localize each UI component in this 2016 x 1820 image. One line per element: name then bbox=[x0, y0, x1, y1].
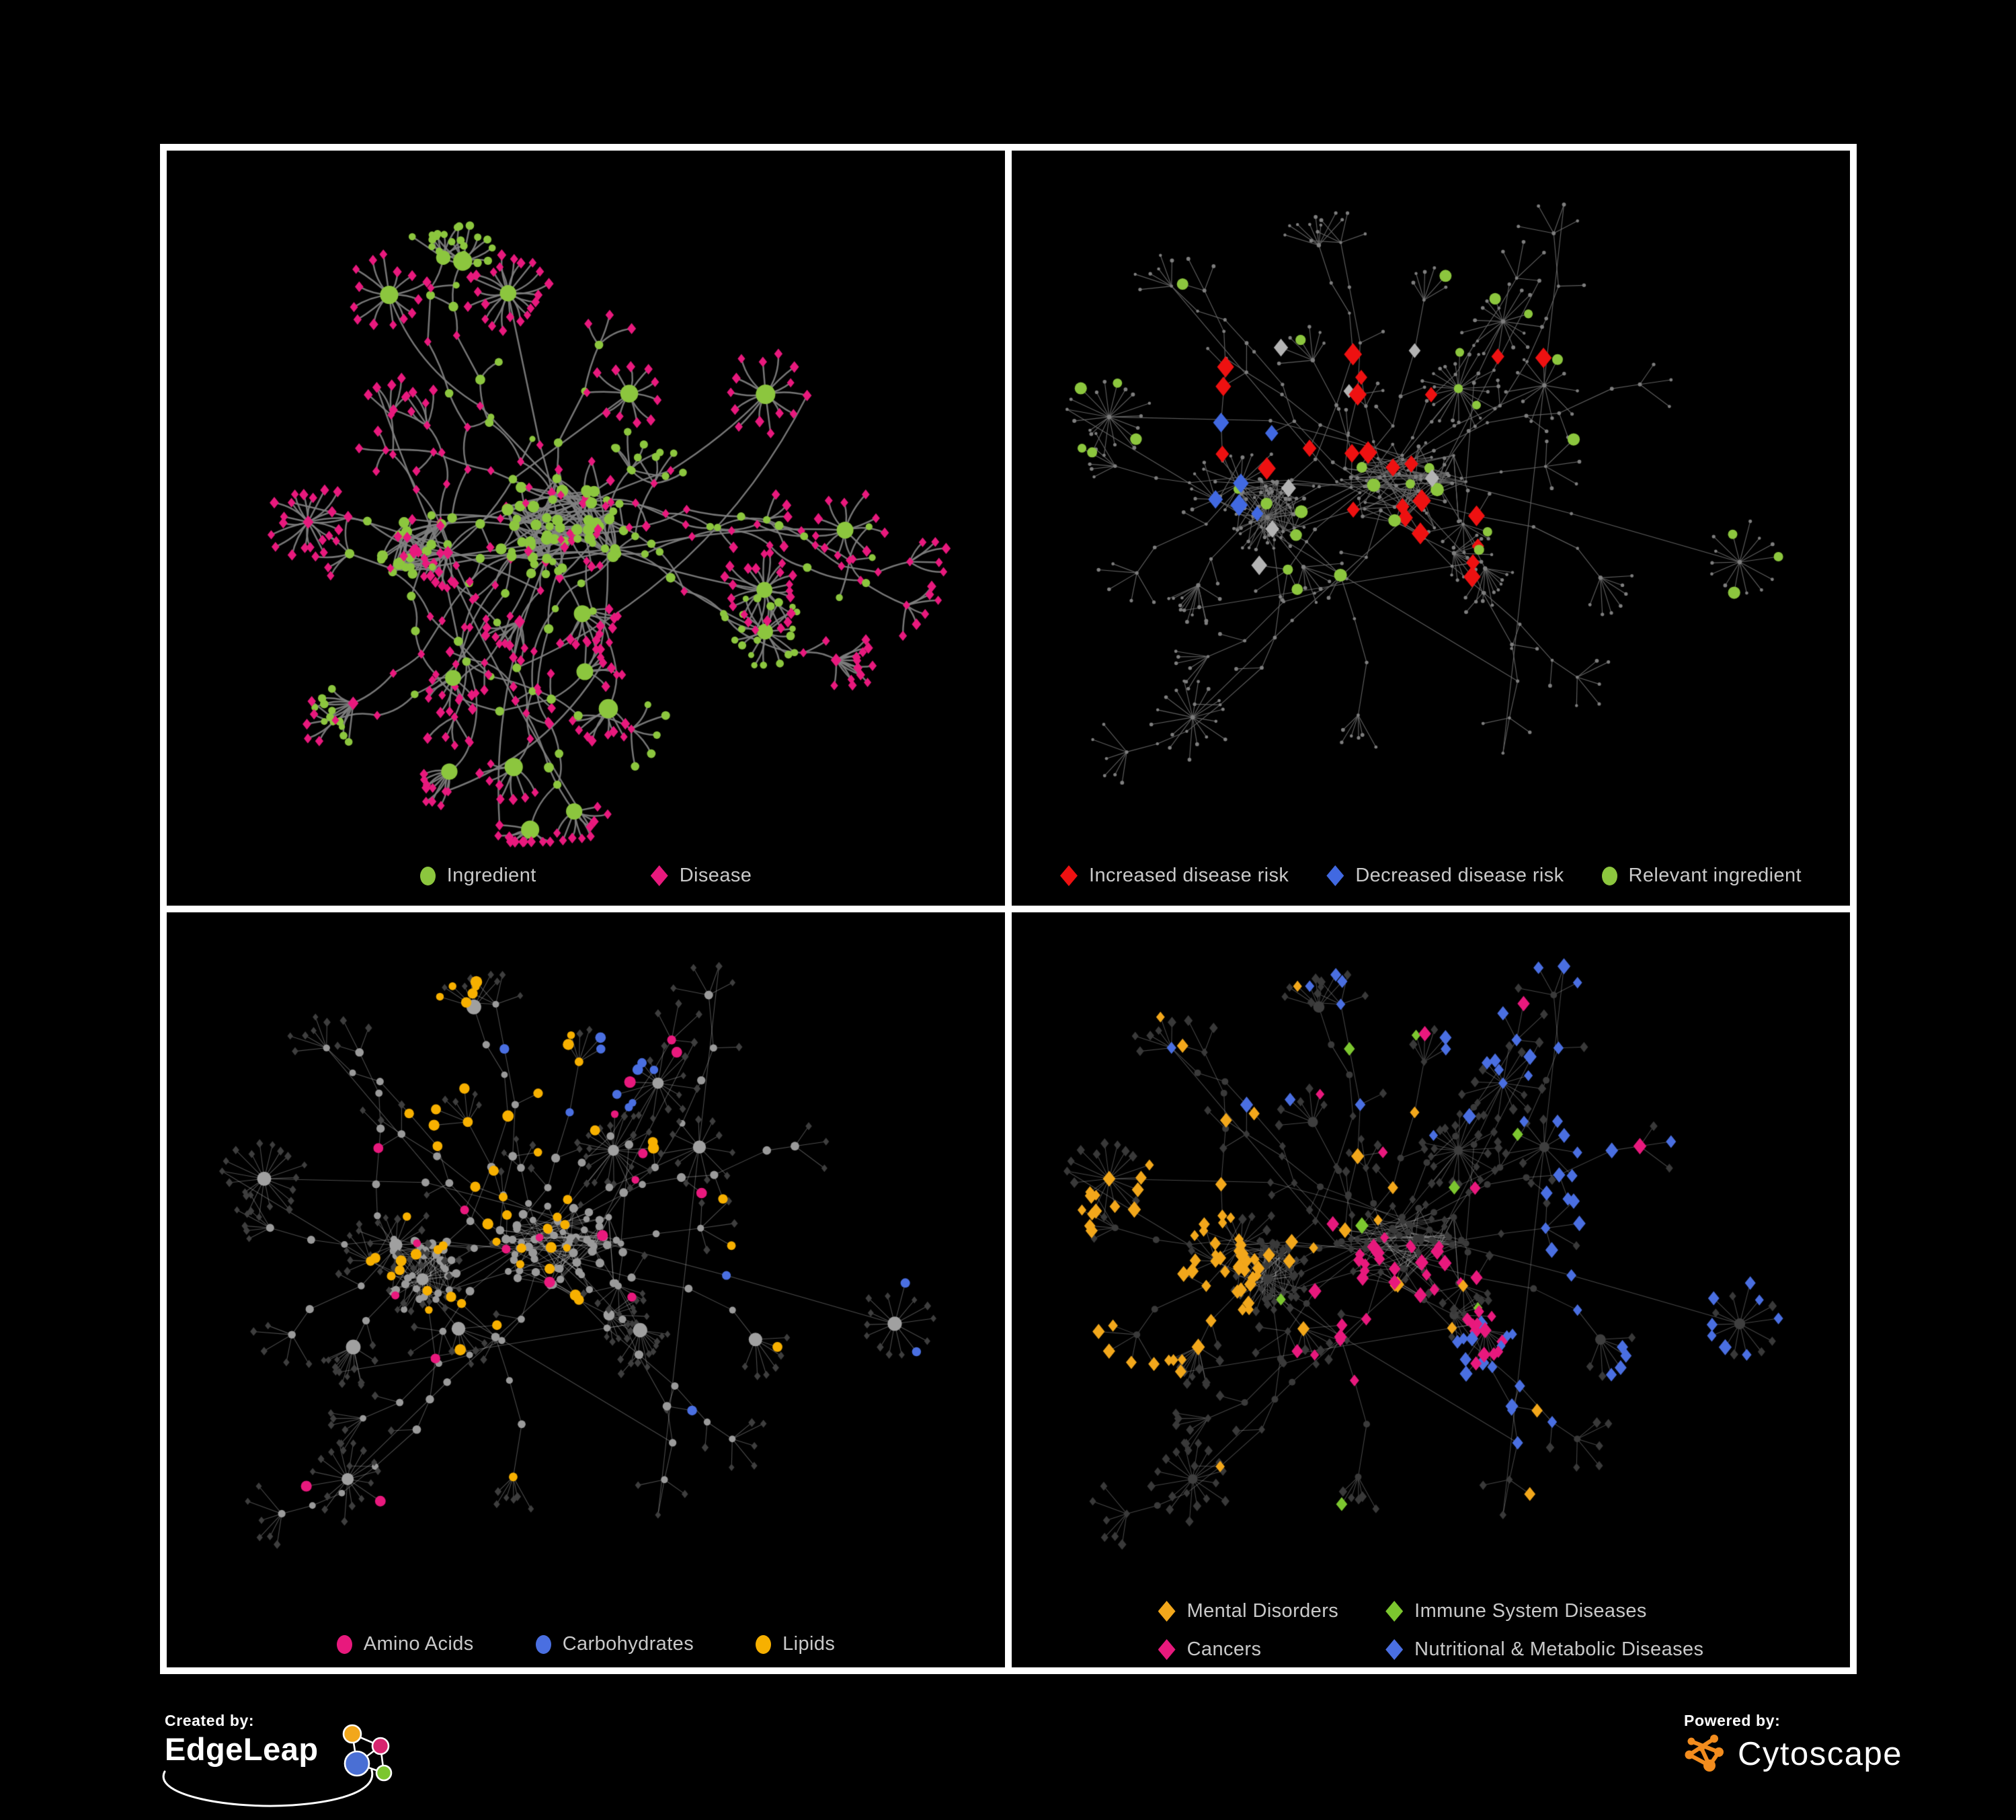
legend-label-nutritional-metabolic-diseases: Nutritional & Metabolic Diseases bbox=[1414, 1638, 1704, 1660]
network-grid: Ingredient Disease Increased disease risk… bbox=[160, 144, 1857, 1674]
legend-circle-marker-lipids bbox=[756, 1634, 772, 1654]
legend-item-cancers: Cancers bbox=[1158, 1638, 1262, 1661]
legend-item-lipids: Lipids bbox=[756, 1633, 835, 1655]
legend-ingredient-categories: Amino Acids Carbohydrates Lipids bbox=[167, 1633, 1005, 1655]
panel-disease-categories: Mental Disorders Immune System Diseases Ca… bbox=[1012, 912, 1850, 1667]
powered-by-label: Powered by: bbox=[1684, 1712, 1781, 1729]
legend-disease-categories: Mental Disorders Immune System Diseases Ca… bbox=[1158, 1600, 1704, 1661]
legend-diamond-marker-decreased-disease-risk bbox=[1326, 865, 1344, 886]
legend-label-lipids: Lipids bbox=[782, 1633, 836, 1655]
edgeleap-credit: Created by: EdgeLeap bbox=[162, 1712, 402, 1807]
panel-ingredient-categories: Amino Acids Carbohydrates Lipids bbox=[167, 912, 1005, 1667]
legend-diamond-marker-nutritional-metabolic-diseases bbox=[1385, 1639, 1404, 1660]
legend-item-nutritional-metabolic-diseases: Nutritional & Metabolic Diseases bbox=[1385, 1638, 1703, 1661]
legend-ingredient-disease: Ingredient Disease bbox=[167, 865, 1005, 887]
legend-item-ingredient: Ingredient bbox=[419, 865, 536, 887]
network-canvas-disease-categories bbox=[1012, 912, 1850, 1667]
legend-diamond-marker-mental-disorders bbox=[1158, 1601, 1176, 1622]
legend-label-disease: Disease bbox=[679, 865, 752, 886]
network-canvas-ingredient-categories bbox=[167, 912, 1005, 1667]
legend-item-mental-disorders: Mental Disorders bbox=[1158, 1600, 1339, 1622]
edgeleap-logo-icon bbox=[342, 1724, 392, 1782]
legend-item-decreased-disease-risk: Decreased disease risk bbox=[1326, 865, 1564, 887]
legend-label-carbohydrates: Carbohydrates bbox=[562, 1633, 694, 1655]
legend-diamond-marker-immune-system-diseases bbox=[1385, 1601, 1404, 1622]
legend-label-mental-disorders: Mental Disorders bbox=[1186, 1600, 1339, 1622]
legend-circle-marker-amino-acids bbox=[336, 1634, 352, 1654]
network-canvas-disease-risk bbox=[1012, 151, 1850, 906]
legend-label-ingredient: Ingredient bbox=[446, 865, 536, 886]
legend-label-increased-disease-risk: Increased disease risk bbox=[1088, 865, 1289, 886]
legend-item-immune-system-diseases: Immune System Diseases bbox=[1385, 1600, 1647, 1622]
legend-item-amino-acids: Amino Acids bbox=[336, 1633, 474, 1655]
panel-ingredient-disease: Ingredient Disease bbox=[167, 151, 1005, 906]
legend-diamond-marker-increased-disease-risk bbox=[1059, 865, 1078, 886]
legend-item-disease: Disease bbox=[650, 865, 752, 887]
legend-item-increased-disease-risk: Increased disease risk bbox=[1059, 865, 1289, 887]
created-by-label: Created by: bbox=[165, 1712, 255, 1729]
legend-circle-marker-carbohydrates bbox=[535, 1634, 551, 1654]
cytoscape-logo-icon bbox=[1685, 1735, 1724, 1772]
legend-label-immune-system-diseases: Immune System Diseases bbox=[1414, 1600, 1647, 1622]
panel-disease-risk: Increased disease risk Decreased disease … bbox=[1012, 151, 1850, 906]
legend-diamond-marker-disease bbox=[650, 865, 668, 886]
edgeleap-logo-text: EdgeLeap bbox=[165, 1731, 319, 1767]
legend-circle-marker-ingredient bbox=[419, 866, 436, 885]
legend-label-decreased-disease-risk: Decreased disease risk bbox=[1355, 865, 1564, 886]
legend-label-cancers: Cancers bbox=[1186, 1638, 1262, 1660]
legend-label-amino-acids: Amino Acids bbox=[363, 1633, 474, 1655]
legend-diamond-marker-cancers bbox=[1158, 1639, 1176, 1660]
cytoscape-credit: Powered by: Cytoscape bbox=[1684, 1712, 1902, 1777]
network-canvas-ingredient-disease bbox=[167, 151, 1005, 906]
legend-circle-marker-relevant-ingredient bbox=[1601, 866, 1617, 885]
legend-label-relevant-ingredient: Relevant ingredient bbox=[1628, 865, 1802, 886]
legend-disease-risk: Increased disease risk Decreased disease … bbox=[1012, 865, 1850, 887]
legend-item-carbohydrates: Carbohydrates bbox=[535, 1633, 694, 1655]
cytoscape-logo-text: Cytoscape bbox=[1738, 1736, 1903, 1772]
legend-item-relevant-ingredient: Relevant ingredient bbox=[1601, 865, 1802, 887]
